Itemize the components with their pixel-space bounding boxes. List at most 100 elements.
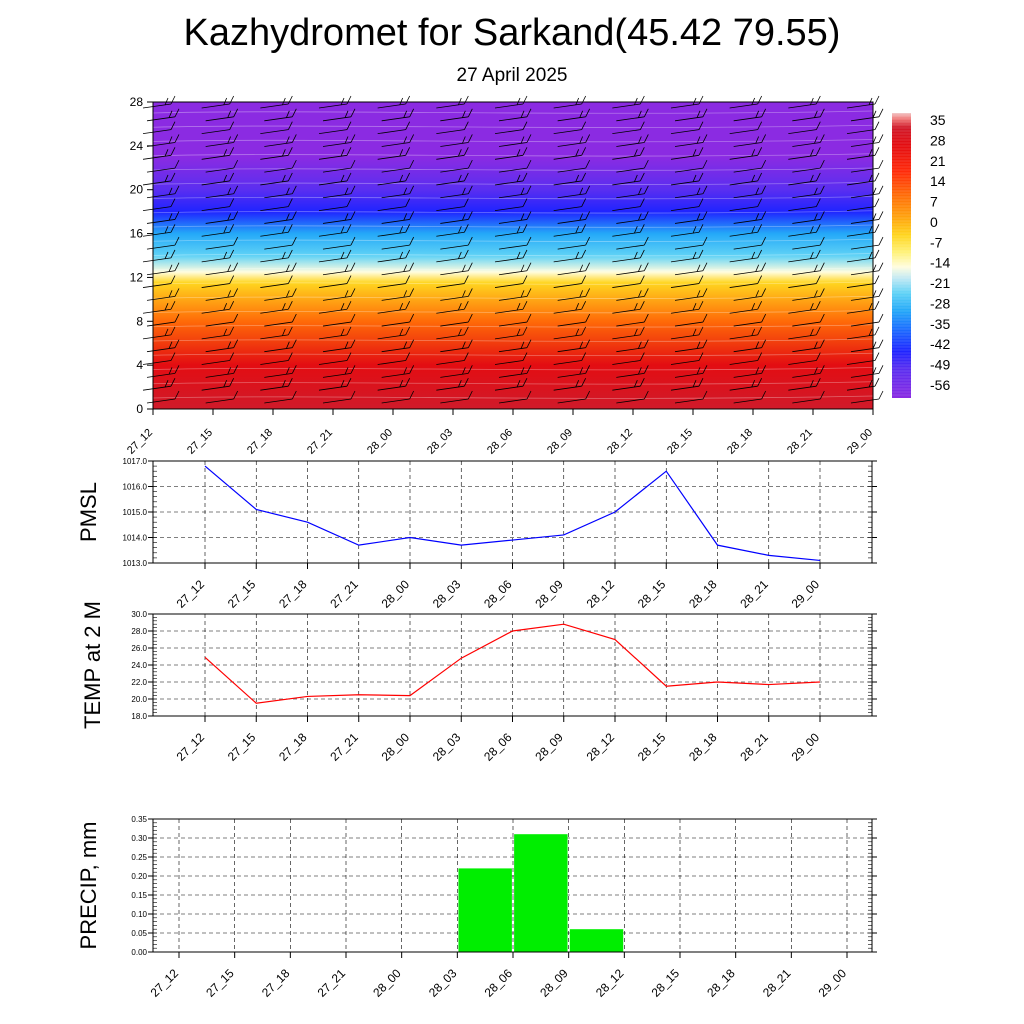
- x-tick-label: 27_12: [125, 427, 155, 457]
- wind-barb: [440, 390, 473, 404]
- y-tick-label: 30.0: [131, 610, 147, 619]
- x-tick-label: 28_06: [482, 966, 516, 1000]
- x-tick-label: 28_15: [649, 966, 683, 1000]
- wind-barb: [205, 339, 239, 353]
- wind-barb: [377, 172, 411, 186]
- wind-barb: [612, 377, 645, 391]
- wind-barb: [440, 134, 473, 147]
- wind-barb: [318, 198, 352, 212]
- wind-barb: [494, 172, 528, 186]
- wind-barb: [792, 134, 825, 147]
- isotherm-contour: [152, 196, 874, 200]
- colorbar-label: -35: [930, 316, 950, 332]
- wind-barb: [674, 159, 708, 173]
- wind-barb: [146, 262, 180, 276]
- wind-barb: [846, 377, 880, 391]
- colorbar-panel: 35 28 21 14 7 0 -7 -14 -21 -28 -35 -42 -49 -56: [892, 112, 950, 398]
- wind-barb: [612, 301, 645, 314]
- temp-y-axis-label: TEMP at 2 M: [80, 601, 105, 729]
- wind-barb: [788, 147, 821, 160]
- x-tick-label: 28_03: [430, 730, 464, 764]
- x-tick-label: 27_21: [305, 427, 335, 457]
- x-tick-label: 27_18: [276, 577, 310, 611]
- y-tick-label: 0.30: [131, 834, 147, 843]
- wind-barb: [264, 313, 297, 327]
- wind-barb: [142, 224, 176, 237]
- wind-barb: [733, 134, 767, 147]
- precip-chart-panel: 0.00 0.05 0.10 0.15 0.20 0.25 0.30 0.35 27_12 27_…: [76, 815, 877, 1000]
- y-tick-label: 0.10: [131, 910, 147, 919]
- wind-barb: [260, 352, 293, 365]
- wind-barb: [318, 377, 352, 391]
- wind-barb: [494, 352, 528, 365]
- wind-barb: [205, 159, 239, 173]
- wind-barb: [846, 326, 880, 340]
- wind-barb: [612, 121, 645, 135]
- page-subtitle: 27 April 2025: [456, 65, 568, 86]
- wind-barb: [788, 224, 821, 237]
- wind-barb: [201, 352, 235, 365]
- colorbar-label: -42: [930, 336, 950, 352]
- wind-barb: [616, 390, 649, 404]
- wind-barb: [381, 134, 415, 147]
- wind-barb: [616, 262, 649, 276]
- wind-barb: [201, 275, 235, 288]
- y-tick-label: 20.0: [131, 695, 147, 704]
- x-tick-label: 28_15: [665, 427, 695, 457]
- colorbar-label: -28: [930, 295, 950, 311]
- wind-barb: [557, 236, 591, 250]
- wind-barb: [733, 262, 767, 276]
- wind-barb: [436, 249, 469, 263]
- wind-barb: [733, 288, 767, 301]
- x-tick-label: 28_21: [737, 730, 771, 764]
- wind-barb: [788, 326, 821, 340]
- x-tick-label: 28_18: [686, 730, 720, 764]
- wind-barb: [792, 159, 825, 173]
- x-tick-label: 28_00: [379, 730, 413, 764]
- wind-barb: [440, 365, 473, 378]
- wind-barb: [264, 108, 297, 122]
- wind-barb: [553, 198, 587, 212]
- wind-barb: [670, 172, 704, 186]
- x-tick-label: 28_06: [481, 577, 515, 611]
- wind-barb: [557, 390, 591, 404]
- wind-barb: [440, 236, 473, 250]
- x-tick-label: 28_00: [365, 427, 395, 457]
- wind-barb: [612, 275, 645, 288]
- wind-barb: [674, 339, 708, 353]
- wind-barb: [846, 275, 880, 288]
- wind-barb: [612, 352, 645, 365]
- wind-barb: [729, 172, 763, 186]
- wind-barb: [381, 185, 415, 199]
- wind-barb: [264, 339, 297, 353]
- wind-barb: [494, 121, 528, 135]
- wind-barb: [733, 185, 767, 199]
- wind-barb: [498, 211, 532, 224]
- wind-barb: [436, 377, 469, 391]
- x-tick-label: 28_03: [426, 966, 460, 1000]
- wind-barb: [846, 301, 880, 314]
- wind-barb: [260, 198, 293, 212]
- isotherm-contour: [152, 381, 874, 385]
- wind-barb: [674, 390, 708, 404]
- wind-barb: [557, 108, 591, 122]
- wind-barb: [494, 224, 528, 237]
- y-tick-label: 24.0: [131, 661, 147, 670]
- wind-barb: [146, 339, 180, 353]
- wind-barb: [733, 339, 767, 353]
- wind-barb: [381, 236, 415, 250]
- wind-barb: [201, 147, 235, 160]
- wind-barb: [322, 236, 356, 250]
- x-tick-label: 27_18: [245, 427, 275, 457]
- wind-barb: [440, 185, 473, 199]
- wind-barb: [729, 326, 763, 340]
- x-tick-label: 28_03: [430, 577, 464, 611]
- wind-barb: [381, 108, 415, 122]
- y-tick-label: 24: [130, 139, 144, 153]
- x-tick-label: 28_06: [481, 730, 515, 764]
- wind-barb: [616, 211, 649, 224]
- wind-barb: [553, 377, 587, 391]
- y-tick-label: 28: [130, 95, 144, 109]
- wind-barb: [381, 211, 415, 224]
